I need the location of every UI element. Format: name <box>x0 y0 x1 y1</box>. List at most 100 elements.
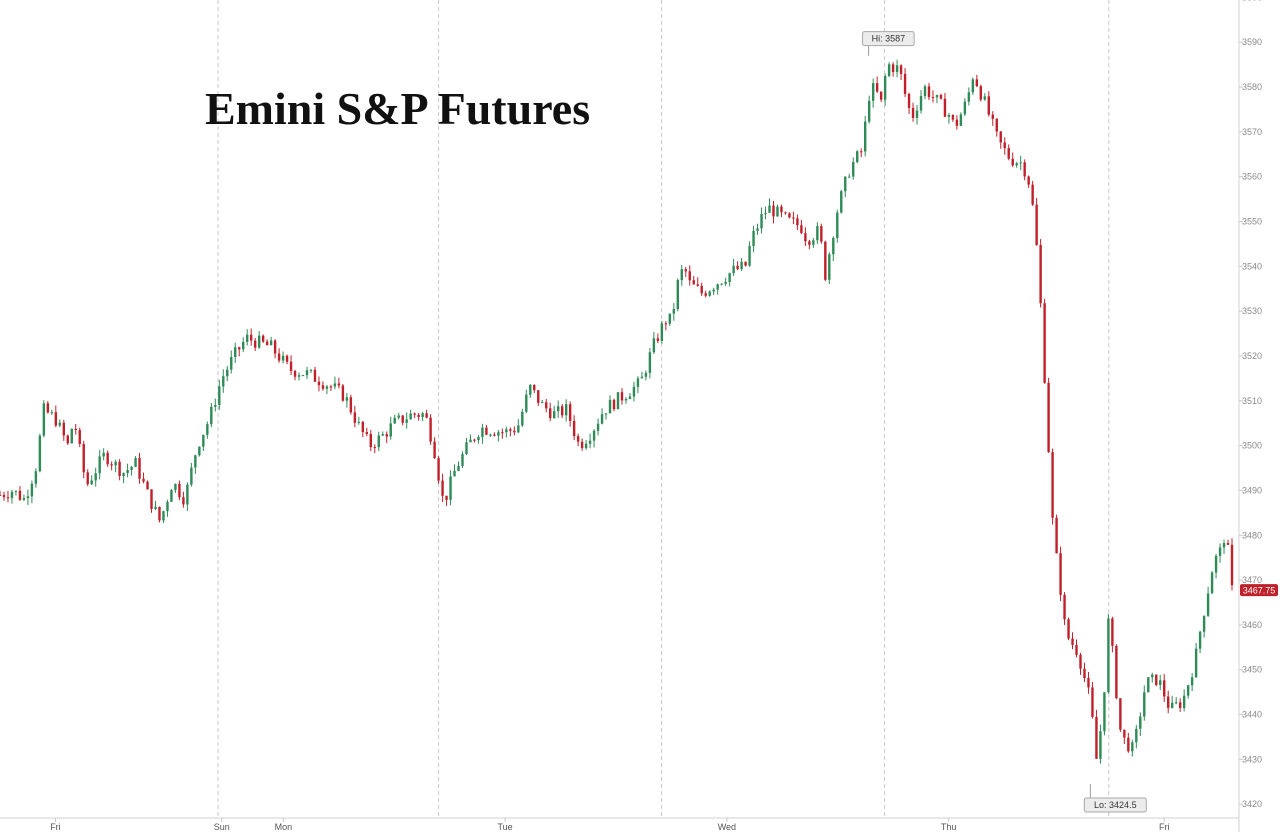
candle <box>293 369 297 381</box>
y-tick-label: 3550 <box>1242 217 1262 227</box>
candle <box>995 118 998 137</box>
candle-body <box>1007 148 1010 159</box>
y-tick-label: 3470 <box>1242 575 1262 585</box>
candle <box>325 384 329 395</box>
last-value-label: 3467.75 <box>1243 586 1276 596</box>
candle <box>226 366 229 382</box>
candle-body <box>644 372 648 377</box>
candle-body <box>1047 382 1050 453</box>
candle-body <box>1226 543 1230 545</box>
candle <box>46 400 50 414</box>
x-tick-label: Mon <box>275 822 293 832</box>
candle <box>955 115 959 130</box>
candle-body <box>1039 244 1042 304</box>
candle <box>931 90 935 103</box>
candle-body <box>82 443 85 473</box>
x-tick-label: Fri <box>50 822 61 832</box>
candle-body <box>337 383 341 386</box>
candle <box>1163 673 1166 702</box>
y-tick-label: 3460 <box>1242 620 1262 630</box>
candle-body <box>0 494 2 496</box>
candle-body <box>130 466 133 470</box>
annotation-label: Hi: 3587 <box>872 34 906 44</box>
candle <box>568 401 572 427</box>
candle-body <box>281 355 285 361</box>
candle <box>1190 673 1194 692</box>
candle-body <box>660 323 664 341</box>
candle <box>489 433 492 438</box>
candle <box>844 176 847 198</box>
candle <box>556 400 560 418</box>
candle-body <box>963 101 967 115</box>
candle <box>421 411 424 422</box>
candle-body <box>469 439 472 443</box>
candle <box>564 399 568 422</box>
candle <box>1003 137 1006 155</box>
candle-body <box>1059 553 1062 595</box>
candle <box>1159 674 1162 691</box>
candle-body <box>955 119 959 126</box>
candle-body <box>46 403 50 413</box>
candle-body <box>672 308 676 314</box>
candle <box>939 93 943 100</box>
candle <box>553 405 556 419</box>
candle-body <box>357 421 361 423</box>
candle <box>652 331 656 354</box>
candle <box>86 469 89 487</box>
candle <box>329 384 333 392</box>
candle-body <box>118 461 121 477</box>
candle-body <box>907 93 911 108</box>
candle-body <box>321 385 325 389</box>
candle-body <box>433 441 436 459</box>
candle <box>935 94 939 104</box>
candle <box>1222 539 1226 554</box>
candle <box>369 429 372 452</box>
candle-body <box>927 86 931 98</box>
candle <box>1230 538 1234 591</box>
candle-body <box>273 340 277 354</box>
candle <box>692 275 695 285</box>
candle <box>1147 677 1150 693</box>
candle-body <box>800 225 803 234</box>
candle <box>150 489 153 513</box>
candle-body <box>405 419 408 423</box>
candle <box>134 456 137 468</box>
candle <box>138 452 141 484</box>
candle <box>780 204 783 218</box>
candle-body <box>525 394 528 412</box>
candle-body <box>919 96 923 111</box>
candle <box>1155 674 1158 687</box>
candle-body <box>804 233 807 242</box>
candle <box>10 489 14 504</box>
candle-body <box>704 293 707 296</box>
candle-body <box>1095 716 1098 759</box>
candle <box>1135 725 1138 749</box>
candle <box>951 114 955 122</box>
candle-body <box>365 432 369 434</box>
candle-body <box>1023 162 1026 177</box>
y-tick-label: 3560 <box>1242 172 1262 182</box>
candle-body <box>1147 677 1150 693</box>
candle <box>110 461 113 471</box>
candle <box>688 265 691 286</box>
candle-body <box>78 429 81 444</box>
candle <box>1023 159 1026 181</box>
candle-body <box>485 427 488 435</box>
candle-body <box>285 355 289 362</box>
candle-body <box>158 506 161 521</box>
candle <box>1031 180 1034 206</box>
candle <box>1123 729 1126 745</box>
candle-body <box>457 465 460 471</box>
candle <box>349 394 353 415</box>
candle-body <box>18 490 22 500</box>
candle-body <box>692 280 695 285</box>
candle <box>238 346 241 357</box>
candle-body <box>576 436 580 442</box>
candle-body <box>652 338 656 353</box>
candle <box>473 438 476 443</box>
candle-body <box>497 432 500 436</box>
candle <box>724 277 727 287</box>
candle <box>433 437 436 459</box>
candle <box>182 491 185 508</box>
